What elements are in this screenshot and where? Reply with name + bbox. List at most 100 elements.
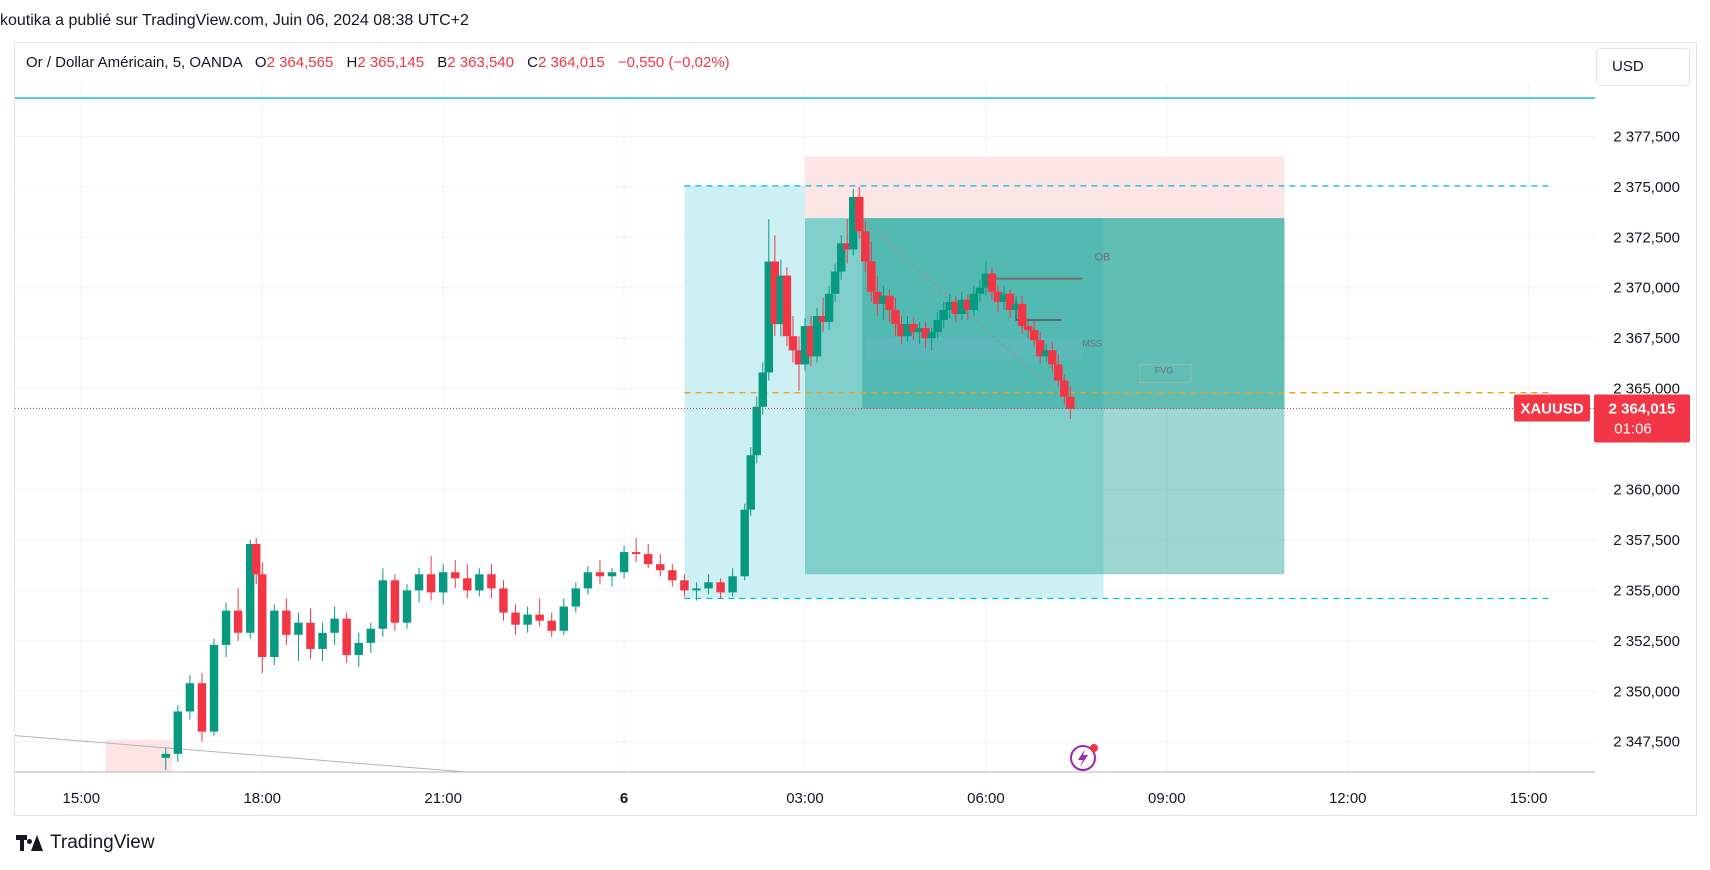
candle-body bbox=[885, 295, 894, 310]
candle-body bbox=[631, 552, 641, 555]
candle-body bbox=[1011, 303, 1021, 310]
candle-body bbox=[1035, 340, 1045, 357]
candle-body bbox=[993, 291, 1003, 302]
candle-body bbox=[776, 275, 786, 325]
candle-body bbox=[921, 328, 930, 339]
candle-body bbox=[656, 564, 665, 571]
candle-body bbox=[475, 574, 484, 591]
y-tick-label: 2 372,500 bbox=[1613, 229, 1680, 246]
tradingview-brand[interactable]: TradingView bbox=[16, 832, 155, 854]
candle-body bbox=[252, 543, 261, 575]
candle-body bbox=[842, 243, 852, 250]
candle-body bbox=[770, 261, 780, 325]
candle-body bbox=[619, 552, 629, 573]
candle-body bbox=[499, 588, 508, 613]
legend-low-label: B bbox=[437, 54, 448, 71]
chart-frame bbox=[14, 42, 1697, 816]
legend-symbol[interactable]: Or / Dollar Américain, 5, OANDA bbox=[26, 54, 243, 71]
candle-body bbox=[728, 576, 737, 593]
y-tick-label: 2 347,500 bbox=[1613, 734, 1680, 751]
current-price-label: 2 364,015 bbox=[1609, 401, 1676, 418]
candle-body bbox=[957, 299, 967, 314]
candle-body bbox=[342, 618, 351, 655]
candle-body bbox=[764, 261, 774, 373]
candle-body bbox=[366, 628, 376, 643]
candle-body bbox=[903, 324, 912, 337]
x-tick-label: 15:00 bbox=[63, 790, 101, 807]
candle-body bbox=[390, 580, 400, 623]
target-inner-rect bbox=[862, 218, 1285, 409]
candle-body bbox=[595, 572, 605, 577]
candle-body bbox=[969, 293, 979, 310]
candle-body bbox=[318, 632, 327, 649]
legend-close-value: 2 364,015 bbox=[538, 54, 605, 71]
publisher-line: koutika a publié sur TradingView.com, Ju… bbox=[0, 12, 469, 29]
y-tick-label: 2 375,000 bbox=[1613, 179, 1680, 196]
currency-selector[interactable]: USD bbox=[1596, 48, 1690, 86]
candle-body bbox=[704, 582, 713, 589]
candle-body bbox=[1017, 303, 1027, 327]
candle-body bbox=[1060, 380, 1069, 397]
candle-body bbox=[933, 320, 942, 333]
candle-body bbox=[306, 622, 315, 649]
candle-body bbox=[173, 711, 183, 754]
candle-body bbox=[951, 301, 960, 314]
fvg-box bbox=[1139, 363, 1192, 384]
candle-body bbox=[583, 572, 593, 589]
tradingview-logo-icon bbox=[16, 835, 44, 851]
y-tick-label: 2 370,000 bbox=[1613, 280, 1680, 297]
y-tick-label: 2 350,000 bbox=[1613, 683, 1680, 700]
candle-body bbox=[282, 610, 291, 635]
candle-body bbox=[185, 683, 195, 712]
candle-body bbox=[354, 642, 363, 655]
candle-body bbox=[523, 614, 532, 625]
candle-body bbox=[812, 315, 822, 357]
annotation-mss: MSS bbox=[1082, 338, 1102, 348]
candle-body bbox=[806, 326, 816, 357]
candle-body bbox=[197, 683, 207, 732]
legend-low-value: 2 363,540 bbox=[447, 54, 514, 71]
symbol-price-tag bbox=[1514, 394, 1590, 422]
candle-body bbox=[451, 572, 460, 579]
y-tick-label: 2 367,500 bbox=[1613, 330, 1680, 347]
candle-body bbox=[945, 301, 954, 310]
candle-body bbox=[245, 543, 255, 633]
candle-body bbox=[740, 509, 749, 577]
y-tick-label: 2 357,500 bbox=[1613, 532, 1680, 549]
candle-body bbox=[963, 299, 973, 310]
candle-body bbox=[1054, 364, 1063, 381]
symbol-tag-label: XAUUSD bbox=[1520, 401, 1584, 418]
ohlc-legend: Or / Dollar Américain, 5, OANDA O2 364,5… bbox=[26, 54, 739, 71]
y-tick-label: 2 377,500 bbox=[1613, 128, 1680, 145]
candle-body bbox=[782, 275, 792, 337]
candle-body bbox=[752, 406, 761, 456]
candle-body bbox=[426, 574, 436, 593]
x-tick-label: 15:00 bbox=[1510, 790, 1548, 807]
brand-name: TradingView bbox=[50, 832, 155, 853]
candle-body bbox=[487, 574, 496, 589]
candle-body bbox=[680, 580, 689, 591]
plot-area bbox=[15, 85, 1595, 772]
candle-body bbox=[716, 582, 725, 593]
candle-body bbox=[855, 196, 864, 232]
candle-body bbox=[1048, 350, 1057, 365]
candle-body bbox=[1029, 330, 1039, 341]
annotation-ob: OB bbox=[1094, 252, 1110, 264]
candle-body bbox=[987, 273, 997, 292]
candle-body bbox=[818, 315, 828, 323]
candle-body bbox=[746, 455, 755, 510]
candle-body bbox=[873, 291, 882, 304]
x-tick-label: 21:00 bbox=[424, 790, 462, 807]
candle-body bbox=[879, 295, 888, 304]
candle-body bbox=[378, 580, 388, 629]
candle-body bbox=[909, 324, 918, 333]
candle-body bbox=[794, 350, 804, 365]
legend-open-value: 2 364,565 bbox=[266, 54, 334, 71]
x-tick-label: 09:00 bbox=[1148, 790, 1186, 807]
candle-body bbox=[788, 336, 798, 351]
countdown-label: 01:06 bbox=[1614, 421, 1652, 438]
candle-body bbox=[1066, 396, 1075, 409]
candle-body bbox=[939, 309, 948, 321]
lightning-icon bbox=[1070, 744, 1098, 771]
